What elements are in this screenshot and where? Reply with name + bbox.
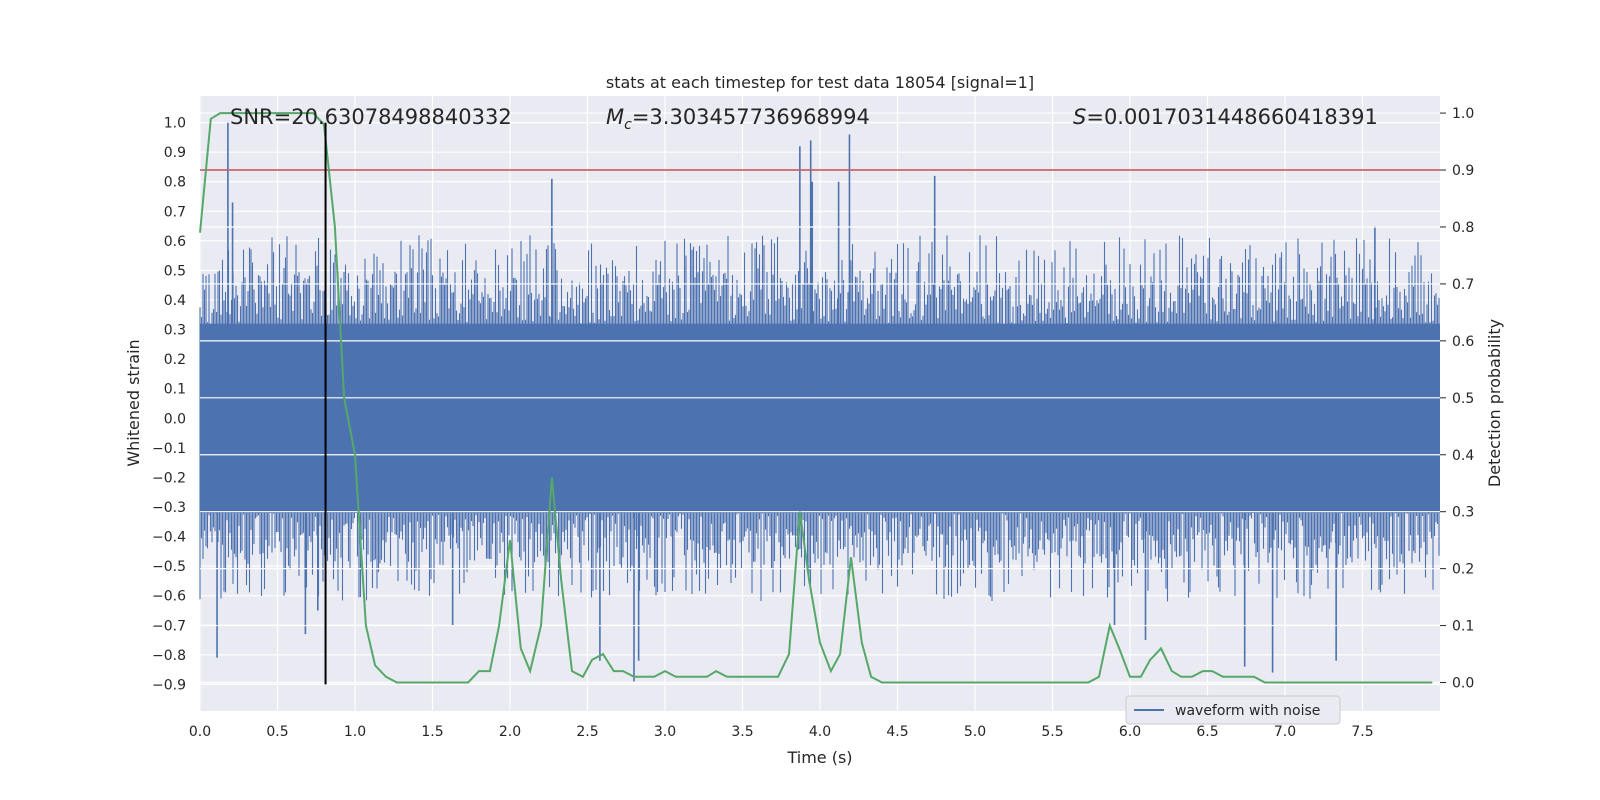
y-right-tick-label: 0.1: [1452, 619, 1474, 635]
x-tick-label: 7.5: [1351, 724, 1373, 740]
y-right-tick-label: 0.5: [1452, 391, 1474, 407]
waveform-noise: [199, 235, 1440, 602]
y-right-tick-label: 0.2: [1452, 562, 1474, 578]
s-value: =0.0017031448660418391: [1086, 105, 1378, 129]
y-left-tick-label: 0.3: [164, 323, 186, 339]
y-left-tick-label: −0.5: [152, 559, 186, 575]
legend: waveform with noise: [1125, 695, 1341, 725]
y-right-ticks: 1.0 0.9 0.8 0.7 0.6 0.5 0.4 0.3 0.2 0.1 0.0: [1440, 106, 1474, 692]
y-left-tick-label: −0.8: [152, 648, 186, 664]
x-tick-label: 5.5: [1041, 724, 1063, 740]
y-left-tick-label: 0.5: [164, 263, 186, 279]
x-tick-label: 4.5: [886, 724, 908, 740]
y-right-axis-title: Detection probability: [1485, 319, 1504, 487]
x-tick-label: 0.0: [189, 724, 211, 740]
chirp-mass-value: =3.303457736968994: [632, 105, 870, 129]
y-left-tick-label: −0.4: [152, 530, 186, 546]
y-left-tick-label: −0.9: [152, 677, 186, 693]
y-right-tick-label: 0.0: [1452, 676, 1474, 692]
y-left-tick-label: 0.2: [164, 352, 186, 368]
y-right-tick-label: 0.3: [1452, 505, 1474, 521]
s-annotation: S=0.0017031448660418391: [1073, 105, 1378, 129]
y-left-tick-label: 0.1: [164, 382, 186, 398]
y-right-tick-label: 0.4: [1452, 448, 1474, 464]
x-tick-label: 3.5: [731, 724, 753, 740]
y-right-tick-label: 0.7: [1452, 277, 1474, 293]
x-tick-label: 1.0: [344, 724, 366, 740]
x-tick-label: 2.5: [576, 724, 598, 740]
y-left-tick-label: 0.9: [164, 145, 186, 161]
snr-annotation: SNR=20.63078498840332: [230, 105, 512, 129]
y-left-tick-label: 0.7: [164, 204, 186, 220]
y-right-tick-label: 0.6: [1452, 334, 1474, 350]
legend-label: waveform with noise: [1175, 703, 1320, 719]
y-left-tick-label: −0.1: [152, 441, 186, 457]
x-tick-label: 7.0: [1274, 724, 1296, 740]
legend-box: [1125, 695, 1341, 725]
x-tick-label: 5.0: [964, 724, 986, 740]
y-left-tick-label: 0.4: [164, 293, 186, 309]
x-axis-title: Time (s): [786, 748, 852, 767]
s-symbol: S: [1073, 105, 1086, 129]
x-tick-label: 6.0: [1119, 724, 1141, 740]
y-left-tick-label: −0.6: [152, 589, 186, 605]
probability-series: [199, 112, 1433, 684]
x-tick-label: 6.5: [1196, 724, 1218, 740]
y-left-ticks: 1.0 0.9 0.8 0.7 0.6 0.5 0.4 0.3 0.2 0.1 0.0 −0.1 −0.…: [152, 116, 186, 694]
y-left-axis-title: Whitened strain: [124, 339, 143, 466]
chirp-mass-annotation: Mc=3.303457736968994: [606, 105, 870, 133]
y-left-tick-label: −0.2: [152, 470, 186, 486]
x-ticks: 0.0 0.5 1.0 1.5 2.0 2.5 3.0 3.5 4.0 4.5 5.0 5.5 6.0 6…: [189, 724, 1374, 740]
y-left-tick-label: 0.8: [164, 175, 186, 191]
chart-title: stats at each timestep for test data 180…: [606, 73, 1034, 92]
y-right-tick-label: 1.0: [1452, 106, 1474, 122]
chirp-mass-symbol: M: [606, 105, 624, 129]
x-tick-label: 0.5: [266, 724, 288, 740]
x-tick-label: 4.0: [809, 724, 831, 740]
y-right-tick-label: 0.8: [1452, 220, 1474, 236]
chirp-mass-subscript: c: [624, 117, 632, 133]
y-left-tick-label: 0.6: [164, 234, 186, 250]
y-left-tick-label: −0.3: [152, 500, 186, 516]
x-tick-label: 3.0: [654, 724, 676, 740]
y-left-tick-label: −0.7: [152, 618, 186, 634]
y-left-tick-label: 0.0: [164, 411, 186, 427]
x-tick-label: 2.0: [499, 724, 521, 740]
y-right-tick-label: 0.9: [1452, 163, 1474, 179]
y-left-tick-label: 1.0: [164, 116, 186, 132]
x-tick-label: 1.5: [421, 724, 443, 740]
